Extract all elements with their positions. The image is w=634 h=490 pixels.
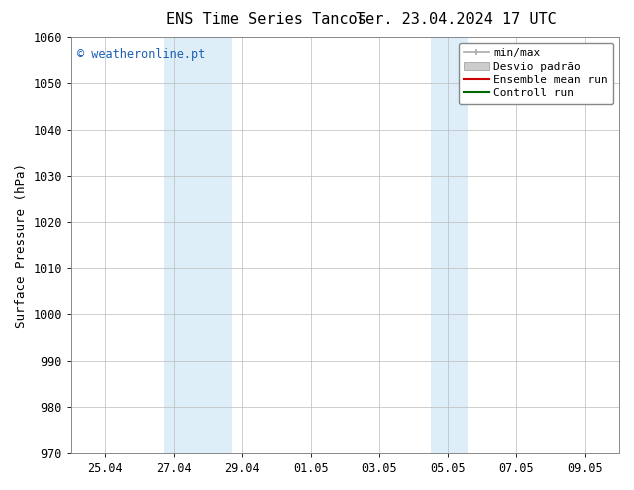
- Text: © weatheronline.pt: © weatheronline.pt: [77, 48, 205, 61]
- Bar: [430, 37, 469, 453]
- Text: Ter. 23.04.2024 17 UTC: Ter. 23.04.2024 17 UTC: [356, 12, 557, 27]
- Y-axis label: Surface Pressure (hPa): Surface Pressure (hPa): [15, 163, 28, 327]
- Legend: min/max, Desvio padrão, Ensemble mean run, Controll run: min/max, Desvio padrão, Ensemble mean ru…: [458, 43, 614, 104]
- Text: ENS Time Series Tancos: ENS Time Series Tancos: [166, 12, 366, 27]
- Bar: [164, 37, 232, 453]
